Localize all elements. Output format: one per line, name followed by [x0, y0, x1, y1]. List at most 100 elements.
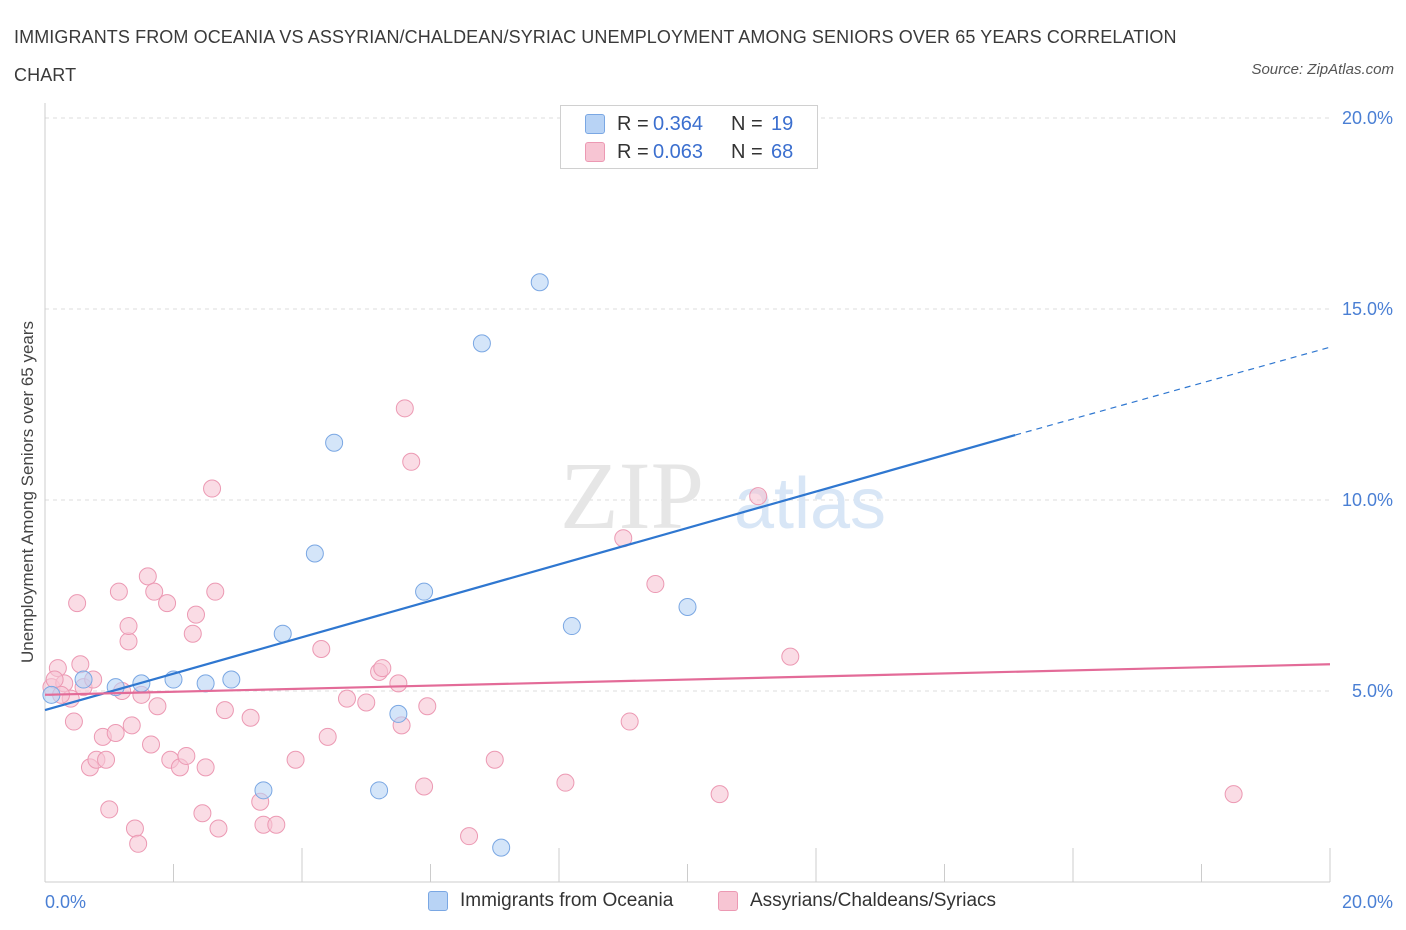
chart-title: IMMIGRANTS FROM OCEANIA VS ASSYRIAN/CHAL… — [14, 27, 1177, 85]
data-point-pink — [186, 605, 205, 624]
data-point-pink — [68, 594, 87, 613]
data-point-pink — [781, 647, 800, 666]
data-point-pink — [710, 785, 729, 804]
legend-row-oceania: R = 0.364 N = 19 — [585, 112, 793, 136]
data-point-blue — [492, 838, 511, 857]
data-point-blue — [415, 582, 434, 601]
bottom-legend-label-assyrians: Assyrians/Chaldeans/Syriacs — [750, 890, 997, 911]
data-point-pink — [286, 750, 305, 769]
axes — [44, 103, 1331, 883]
data-point-pink — [100, 800, 119, 819]
data-point-pink — [106, 724, 125, 743]
y-tick-label: 10.0% — [1342, 490, 1393, 510]
data-point-pink — [45, 670, 64, 689]
data-point-pink — [318, 727, 337, 746]
data-point-blue — [678, 597, 697, 616]
series-assyrians-points — [42, 399, 1243, 853]
data-point-blue — [74, 670, 93, 689]
trend-line-blue — [44, 434, 1016, 712]
data-point-pink — [71, 655, 90, 674]
data-point-pink — [203, 479, 222, 498]
n-value-assyrians: 68 — [771, 140, 794, 163]
data-point-pink — [1224, 785, 1243, 804]
data-point-pink — [177, 746, 196, 765]
data-point-blue — [562, 617, 581, 636]
data-point-pink — [119, 632, 138, 651]
data-point-pink — [620, 712, 639, 731]
data-point-pink — [148, 697, 167, 716]
y-tick-label: 20.0% — [1342, 108, 1393, 128]
data-point-pink — [125, 819, 144, 838]
data-point-pink — [209, 819, 228, 838]
data-point-blue — [254, 781, 273, 800]
legend-swatch-blue — [585, 114, 605, 134]
data-point-pink — [267, 815, 286, 834]
r-value-assyrians: 0.063 — [653, 140, 704, 163]
data-point-blue — [370, 781, 389, 800]
data-point-pink — [142, 735, 161, 754]
x-tick-label: 0.0% — [45, 892, 86, 912]
bottom-legend-label-oceania: Immigrants from Oceania — [460, 890, 674, 911]
source-label: Source: ZipAtlas.com — [1251, 61, 1394, 78]
data-point-pink — [129, 834, 148, 853]
x-tick-label: 20.0% — [1342, 892, 1393, 912]
data-point-blue — [389, 704, 408, 723]
legend-row-assyrians: R = 0.063 N = 68 — [585, 140, 793, 164]
data-point-blue — [530, 273, 549, 292]
data-point-pink — [357, 693, 376, 712]
bottom-legend-oceania: Immigrants from Oceania — [428, 890, 673, 912]
watermark-zip: ZIP — [560, 442, 704, 549]
legend-swatch-pink — [585, 142, 605, 162]
y-tick-label: 5.0% — [1352, 681, 1393, 701]
n-value-oceania: 19 — [771, 112, 794, 135]
data-point-pink — [122, 716, 141, 735]
data-point-pink — [97, 750, 116, 769]
data-point-pink — [749, 487, 768, 506]
data-point-pink — [402, 452, 421, 471]
data-point-pink — [138, 567, 157, 586]
bottom-legend-assyrians: Assyrians/Chaldeans/Syriacs — [718, 890, 996, 912]
bottom-swatch-blue — [428, 891, 448, 911]
n-label: N = — [731, 140, 763, 163]
data-point-pink — [389, 674, 408, 693]
data-point-pink — [337, 689, 356, 708]
data-point-pink — [312, 639, 331, 658]
data-point-pink — [395, 399, 414, 418]
data-point-pink — [145, 582, 164, 601]
data-point-pink — [415, 777, 434, 796]
n-label: N = — [731, 112, 763, 135]
data-point-pink — [485, 750, 504, 769]
data-point-pink — [206, 582, 225, 601]
r-label: R = — [617, 140, 649, 163]
watermark: ZIP atlas — [560, 442, 886, 549]
data-point-blue — [472, 334, 491, 353]
data-point-pink — [418, 697, 437, 716]
data-point-pink — [646, 575, 665, 594]
data-point-pink — [460, 827, 479, 846]
tick-labels: 5.0% 10.0% 15.0% 20.0% 0.0% 20.0% — [45, 108, 1393, 912]
data-point-pink — [109, 582, 128, 601]
data-point-blue — [325, 433, 344, 452]
data-point-pink — [183, 624, 202, 643]
r-value-oceania: 0.364 — [653, 112, 704, 135]
data-point-pink — [196, 758, 215, 777]
data-point-blue — [305, 544, 324, 563]
data-point-blue — [196, 674, 215, 693]
trend-line-pink — [44, 663, 1331, 696]
data-point-pink — [64, 712, 83, 731]
y-tick-label: 15.0% — [1342, 299, 1393, 319]
bottom-swatch-pink — [718, 891, 738, 911]
trend-line-extension-blue — [1015, 346, 1331, 436]
data-point-blue — [273, 624, 292, 643]
data-point-pink — [193, 804, 212, 823]
data-point-pink — [215, 701, 234, 720]
trend-lines — [44, 346, 1331, 712]
data-point-pink — [158, 594, 177, 613]
data-point-blue — [222, 670, 241, 689]
data-point-pink — [373, 659, 392, 678]
r-label: R = — [617, 112, 649, 135]
y-axis-label: Unemployment Among Seniors over 65 years — [18, 320, 37, 664]
data-point-pink — [119, 617, 138, 636]
correlation-legend: R = 0.364 N = 19 R = 0.063 N = 68 — [560, 105, 818, 169]
